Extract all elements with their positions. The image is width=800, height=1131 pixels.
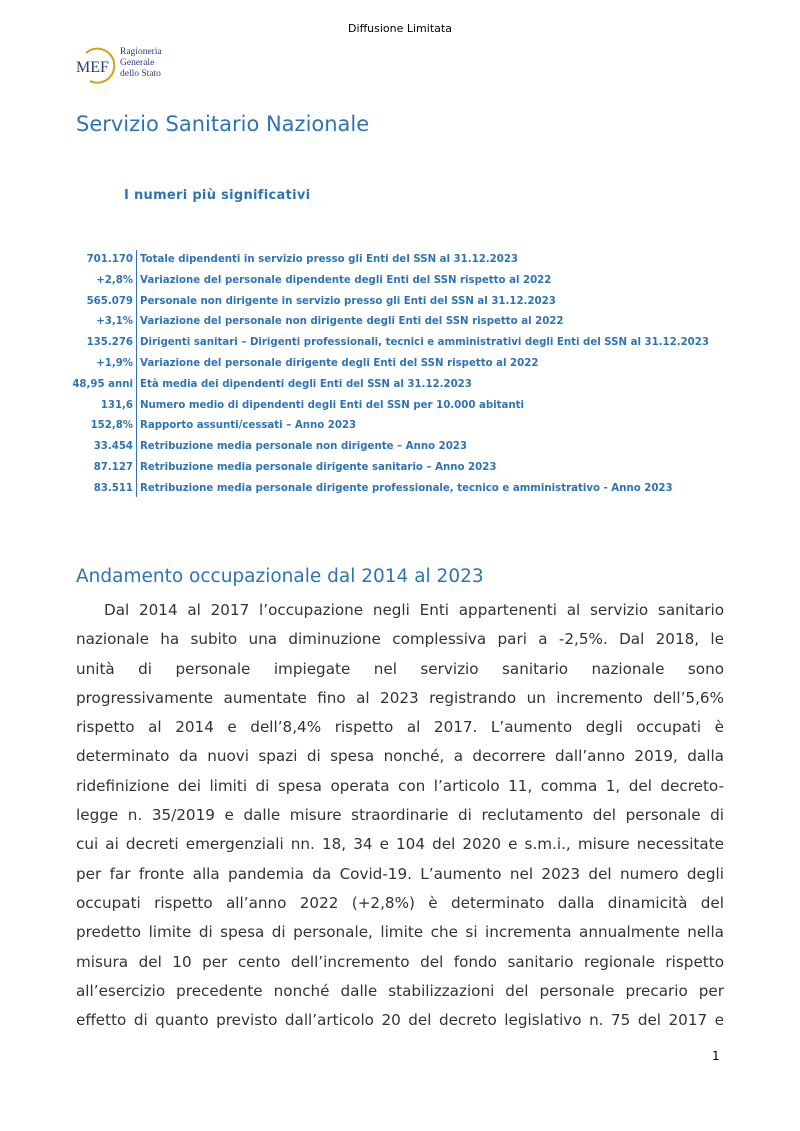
- key-figure-label: Totale dipendenti in servizio presso gli…: [140, 254, 519, 265]
- key-figure-label: Variazione del personale non dirigente d…: [140, 316, 564, 328]
- key-figure-value: +1,9%: [96, 357, 133, 369]
- paragraph-line: all’esercizio precedente nonché dalle st…: [76, 981, 724, 1000]
- key-figure-value: +3,1%: [96, 316, 133, 328]
- mef-logo: MEF Ragioneria Generale dello Stato: [76, 45, 176, 85]
- key-figure-label: Età media dei dipendenti degli Enti del …: [140, 378, 472, 390]
- key-figure-label: Retribuzione media personale non dirigen…: [140, 441, 467, 453]
- paragraph-line: ridefinizione dei limiti di spesa operat…: [76, 776, 724, 795]
- key-figure-label: Retribuzione media personale dirigente s…: [140, 461, 497, 473]
- paragraph-line: occupati rispetto all’anno 2022 (+2,8%) …: [76, 893, 724, 912]
- key-figure-value: 87.127: [93, 461, 133, 473]
- logo-text-line: Ragioneria: [120, 47, 162, 57]
- paragraph-line: effetto di quanto previsto dall’articolo…: [76, 1011, 724, 1030]
- paragraph-line: progressivamente aumentate fino al 2023 …: [76, 688, 724, 707]
- key-figure-label: Dirigenti sanitari – Dirigenti professio…: [140, 337, 709, 349]
- table-divider: [136, 250, 137, 497]
- key-figure-value: +2,8%: [96, 274, 133, 286]
- key-figure-value: 135.276: [86, 337, 133, 349]
- key-figure-value: 83.511: [93, 482, 133, 494]
- key-figure-label: Retribuzione media personale dirigente p…: [140, 482, 673, 494]
- key-figure-value: 152,8%: [90, 420, 133, 432]
- paragraph-line: per far fronte alla pandemia da Covid-19…: [76, 864, 724, 883]
- key-figure-label: Variazione del personale dipendente degl…: [140, 274, 552, 286]
- section-heading: Andamento occupazionale dal 2014 al 2023: [76, 566, 484, 587]
- classification-header: Diffusione Limitata: [348, 22, 452, 35]
- page-title: Servizio Sanitario Nazionale: [76, 112, 370, 136]
- paragraph-line: Dal 2014 al 2017 l’occupazione negli Ent…: [104, 601, 724, 619]
- paragraph-line: misura del 10 per cento dell’incremento …: [76, 952, 724, 971]
- paragraph-line: predetto limite di spesa di personale, l…: [76, 923, 724, 942]
- key-figure-value: 131,6: [100, 399, 133, 411]
- paragraph-line: legge n. 35/2019 e dalle misure straordi…: [76, 806, 724, 825]
- key-figure-label: Rapporto assunti/cessati – Anno 2023: [140, 420, 357, 432]
- section-body: Dal 2014 al 2017 l’occupazione negli Ent…: [76, 596, 724, 1035]
- logo-text-line: dello Stato: [120, 69, 161, 79]
- key-figure-value: 565.079: [86, 295, 133, 307]
- paragraph-line: cui ai decreti emergenziali nn. 18, 34 e…: [76, 835, 724, 854]
- key-figure-label: Personale non dirigente in servizio pres…: [140, 295, 556, 307]
- page-number: 1: [712, 1049, 720, 1063]
- key-figure-label: Variazione del personale dirigente degli…: [140, 357, 539, 369]
- paragraph-line: rispetto al 2014 e dell’8,4% rispetto al…: [76, 718, 724, 737]
- logo-text-line: Generale: [120, 58, 155, 68]
- paragraph-line: determinato da nuovi spazi di spesa nonc…: [76, 747, 724, 766]
- key-figure-value: 701.170: [86, 254, 133, 265]
- svg-text:MEF: MEF: [76, 59, 109, 76]
- paragraph-line: unità di personale impiegate nel servizi…: [76, 659, 724, 678]
- paragraph-line: nazionale ha subito una diminuzione comp…: [76, 630, 724, 649]
- key-figure-value: 48,95 anni: [72, 378, 133, 390]
- key-figure-value: 33.454: [93, 441, 133, 453]
- key-figures-heading: I numeri più significativi: [124, 188, 311, 203]
- mef-emblem-icon: MEF: [76, 47, 116, 84]
- key-figure-label: Numero medio di dipendenti degli Enti de…: [140, 399, 524, 411]
